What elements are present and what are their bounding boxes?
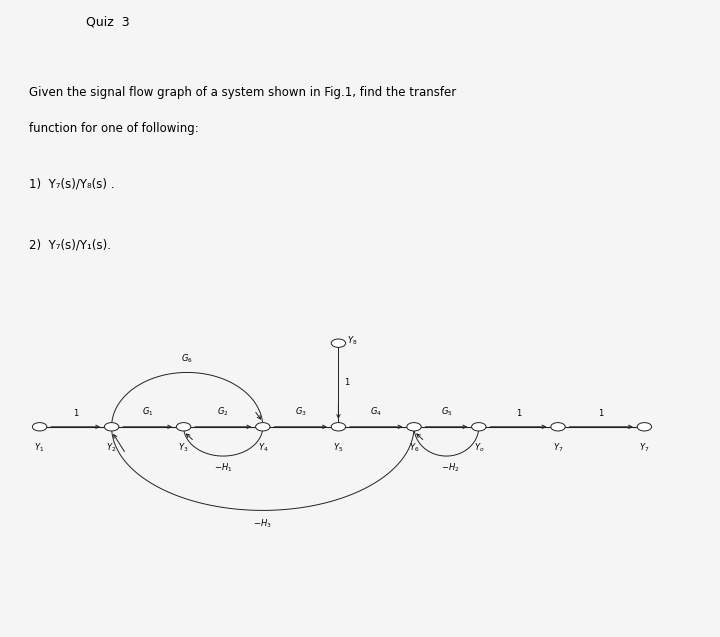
Circle shape	[256, 422, 270, 431]
Circle shape	[637, 422, 652, 431]
Text: $Y_6$: $Y_6$	[409, 441, 419, 454]
Circle shape	[331, 422, 346, 431]
Text: $Y_8$: $Y_8$	[347, 335, 357, 347]
Text: 1: 1	[344, 378, 349, 387]
Text: $-H_3$: $-H_3$	[253, 518, 272, 531]
Text: $Y_7$: $Y_7$	[639, 441, 649, 454]
Text: $Y_4$: $Y_4$	[258, 441, 268, 454]
Text: function for one of following:: function for one of following:	[29, 122, 199, 135]
Text: 1: 1	[516, 410, 521, 419]
Text: Given the signal flow graph of a system shown in Fig.1, find the transfer: Given the signal flow graph of a system …	[29, 85, 456, 99]
Text: 1: 1	[73, 410, 78, 419]
Text: $-H_2$: $-H_2$	[441, 461, 459, 473]
Circle shape	[176, 422, 191, 431]
Text: $G_5$: $G_5$	[441, 406, 452, 419]
Text: $Y_5$: $Y_5$	[333, 441, 343, 454]
Text: Quiz  3: Quiz 3	[86, 15, 130, 28]
Text: $Y_7$: $Y_7$	[553, 441, 563, 454]
Text: $G_6$: $G_6$	[181, 352, 193, 365]
Text: $G_4$: $G_4$	[370, 406, 382, 419]
Circle shape	[551, 422, 565, 431]
Text: $Y_1$: $Y_1$	[35, 441, 45, 454]
Circle shape	[104, 422, 119, 431]
Text: $G_1$: $G_1$	[142, 406, 153, 419]
Text: $G_3$: $G_3$	[294, 406, 307, 419]
Text: 2)  Y₇(s)/Y₁(s).: 2) Y₇(s)/Y₁(s).	[29, 238, 111, 252]
Text: $Y_o$: $Y_o$	[474, 441, 484, 454]
Text: $-H_1$: $-H_1$	[214, 461, 233, 473]
Circle shape	[32, 422, 47, 431]
Circle shape	[472, 422, 486, 431]
Text: $G_2$: $G_2$	[217, 406, 229, 419]
Text: $Y_3$: $Y_3$	[179, 441, 189, 454]
Circle shape	[407, 422, 421, 431]
Circle shape	[331, 339, 346, 347]
Text: 1)  Y₇(s)/Y₈(s) .: 1) Y₇(s)/Y₈(s) .	[29, 177, 114, 190]
Text: $Y_2$: $Y_2$	[107, 441, 117, 454]
Text: 1: 1	[598, 410, 604, 419]
